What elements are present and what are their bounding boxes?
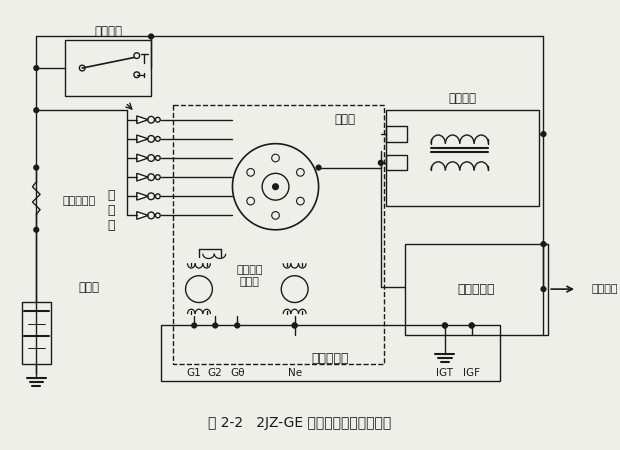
Circle shape	[149, 34, 154, 39]
Text: 蓄电池: 蓄电池	[78, 281, 99, 294]
Text: 图 2-2   2JZ-GE 发动机点火系统电路图: 图 2-2 2JZ-GE 发动机点火系统电路图	[208, 416, 391, 430]
Text: Gθ: Gθ	[230, 369, 244, 378]
Text: G2: G2	[208, 369, 223, 378]
Polygon shape	[137, 135, 148, 143]
Text: 电源熔断丝: 电源熔断丝	[63, 196, 96, 206]
Text: IGT: IGT	[436, 369, 453, 378]
Circle shape	[192, 323, 197, 328]
Text: IGF: IGF	[463, 369, 480, 378]
Polygon shape	[137, 212, 148, 219]
Text: 曲轴位置
传感器: 曲轴位置 传感器	[236, 265, 263, 287]
Text: 发动机电脑: 发动机电脑	[311, 351, 349, 364]
Circle shape	[292, 323, 297, 328]
Polygon shape	[137, 193, 148, 200]
Text: 点火线圈: 点火线圈	[448, 92, 476, 105]
Circle shape	[541, 132, 546, 136]
Bar	[22, 302, 51, 364]
Circle shape	[443, 323, 447, 328]
Bar	[65, 40, 151, 96]
Circle shape	[443, 323, 447, 328]
Circle shape	[469, 323, 474, 328]
Circle shape	[292, 323, 297, 328]
Circle shape	[541, 242, 546, 247]
Text: G1: G1	[187, 369, 202, 378]
Circle shape	[273, 184, 278, 189]
Polygon shape	[137, 173, 148, 181]
Circle shape	[541, 287, 546, 292]
Text: 接转速表: 接转速表	[591, 284, 618, 294]
Bar	[386, 110, 539, 206]
Circle shape	[378, 160, 383, 165]
Bar	[386, 155, 407, 171]
Text: 点火控制器: 点火控制器	[458, 283, 495, 296]
Circle shape	[34, 227, 38, 232]
Circle shape	[34, 165, 38, 170]
Circle shape	[316, 165, 321, 170]
Text: 点火开关: 点火开关	[94, 25, 122, 38]
Circle shape	[34, 108, 38, 112]
Bar	[173, 105, 384, 364]
Text: Ne: Ne	[288, 369, 302, 378]
Bar	[405, 244, 548, 335]
Bar	[161, 325, 500, 381]
Polygon shape	[137, 116, 148, 124]
Circle shape	[235, 323, 240, 328]
Polygon shape	[137, 154, 148, 162]
Bar	[386, 126, 407, 142]
Circle shape	[34, 66, 38, 71]
Text: 分电器: 分电器	[335, 113, 356, 126]
Text: 火
花
塞: 火 花 塞	[107, 189, 115, 232]
Circle shape	[469, 323, 474, 328]
Circle shape	[213, 323, 218, 328]
